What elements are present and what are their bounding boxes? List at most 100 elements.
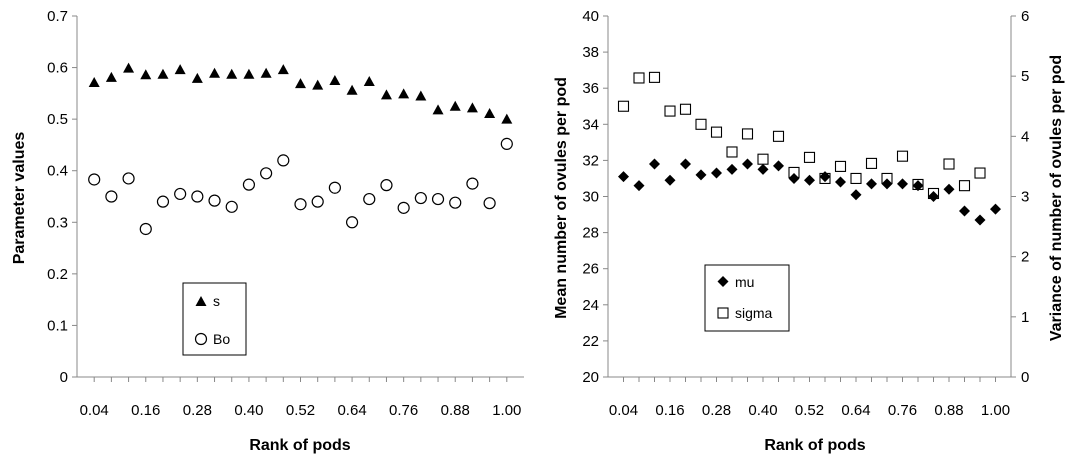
x-tick-label: 0.04 (80, 402, 109, 419)
y2-tick-label: 6 (1021, 8, 1029, 25)
point-s (398, 88, 410, 99)
x-tick-label: 0.76 (888, 402, 917, 419)
y2-tick-label: 4 (1021, 128, 1029, 145)
legend-label-sigma: sigma (735, 305, 773, 321)
x-tick-label: 0.64 (337, 402, 366, 419)
point-bo (414, 191, 427, 205)
point-bo (208, 194, 221, 207)
point-mu (742, 158, 753, 170)
point-mu (757, 163, 769, 175)
point-bo (122, 172, 135, 185)
point-sigma (633, 72, 645, 84)
point-s (312, 79, 324, 90)
x-tick-label: 0.28 (183, 402, 212, 419)
point-mu (974, 214, 986, 226)
point-mu (788, 172, 800, 184)
point-mu (881, 178, 893, 190)
point-mu (680, 158, 691, 170)
point-bo (88, 173, 101, 186)
point-s (123, 62, 135, 73)
point-mu (990, 203, 1001, 215)
point-sigma (648, 71, 661, 83)
point-s (260, 67, 272, 78)
y-tick-label: 0.2 (47, 266, 68, 283)
point-s (432, 104, 444, 115)
y-tick-label: 30 (582, 189, 599, 206)
x-tick-label: 0.40 (748, 402, 777, 419)
point-sigma (865, 157, 878, 169)
point-s (191, 72, 203, 83)
point-s (105, 71, 117, 82)
point-s (174, 64, 186, 75)
right-legend-box (704, 264, 790, 332)
y-tick-label: 0.3 (47, 214, 68, 231)
point-bo (431, 192, 445, 206)
point-bo (328, 181, 341, 194)
point-mu (897, 178, 908, 190)
point-sigma (664, 105, 676, 117)
right-marks (617, 71, 1001, 226)
point-s (449, 100, 461, 111)
y-tick-label: 36 (582, 80, 599, 97)
y-tick-label: 40 (582, 8, 599, 25)
y2-tick-label: 2 (1021, 249, 1029, 266)
point-bo (156, 195, 170, 208)
point-s (501, 113, 513, 124)
point-sigma (617, 100, 630, 112)
point-bo (311, 195, 324, 208)
point-bo (397, 201, 410, 214)
right-y-axis-title: Mean number of ovules per pod (553, 77, 570, 319)
point-mu (959, 205, 970, 217)
x-tick-label: 0.16 (131, 402, 160, 419)
point-mu (695, 169, 707, 181)
right-y2-axis-title: Variance of number of ovules per pod (1048, 55, 1065, 341)
point-bo (345, 216, 359, 229)
point-s (380, 89, 392, 100)
legend-marker-s (195, 296, 207, 306)
point-sigma (772, 130, 785, 142)
x-tick-label: 0.88 (441, 402, 470, 419)
left-chart: 0 0.1 0.2 0.3 0.4 0.5 0.6 0.7 0.04 0.16 0.28 0.40 0.… (11, 8, 524, 454)
point-s (209, 67, 221, 78)
legend-marker-mu (717, 276, 729, 287)
point-sigma (741, 128, 754, 140)
point-bo (260, 167, 273, 180)
point-s (295, 78, 306, 89)
y-tick-label: 0.1 (47, 317, 68, 334)
point-bo (294, 198, 307, 211)
point-bo (500, 137, 513, 150)
point-s (415, 90, 427, 101)
y2-tick-label: 5 (1021, 68, 1029, 85)
point-sigma (974, 167, 986, 179)
left-legend: s Bo (182, 282, 247, 356)
y-tick-label: 0.4 (47, 163, 68, 180)
point-mu (664, 174, 676, 186)
x-tick-label: 0.76 (389, 402, 418, 419)
y-tick-label: 0.7 (47, 8, 68, 25)
point-s (363, 76, 375, 87)
y-tick-label: 20 (582, 369, 599, 386)
point-mu (850, 189, 862, 201)
left-legend-box (182, 282, 247, 356)
point-s (466, 102, 478, 113)
x-tick-label: 1.00 (981, 402, 1010, 419)
legend-label-s: s (213, 293, 220, 309)
x-tick-label: 0.40 (234, 402, 263, 419)
legend-marker-sigma (717, 307, 729, 319)
y-tick-label: 28 (582, 225, 599, 242)
y2-tick-label: 0 (1021, 369, 1029, 386)
point-sigma (958, 180, 971, 192)
point-bo (483, 197, 496, 210)
y-tick-label: 0.6 (47, 60, 68, 77)
point-s (277, 64, 289, 75)
point-mu (912, 180, 924, 192)
point-sigma (757, 153, 769, 165)
left-y-axis-title: Parameter values (11, 132, 28, 265)
x-tick-label: 0.52 (286, 402, 315, 419)
point-mu (804, 174, 815, 186)
x-tick-label: 0.64 (841, 402, 870, 419)
point-mu (866, 178, 877, 190)
point-sigma (943, 158, 955, 170)
x-tick-label: 0.88 (934, 402, 963, 419)
